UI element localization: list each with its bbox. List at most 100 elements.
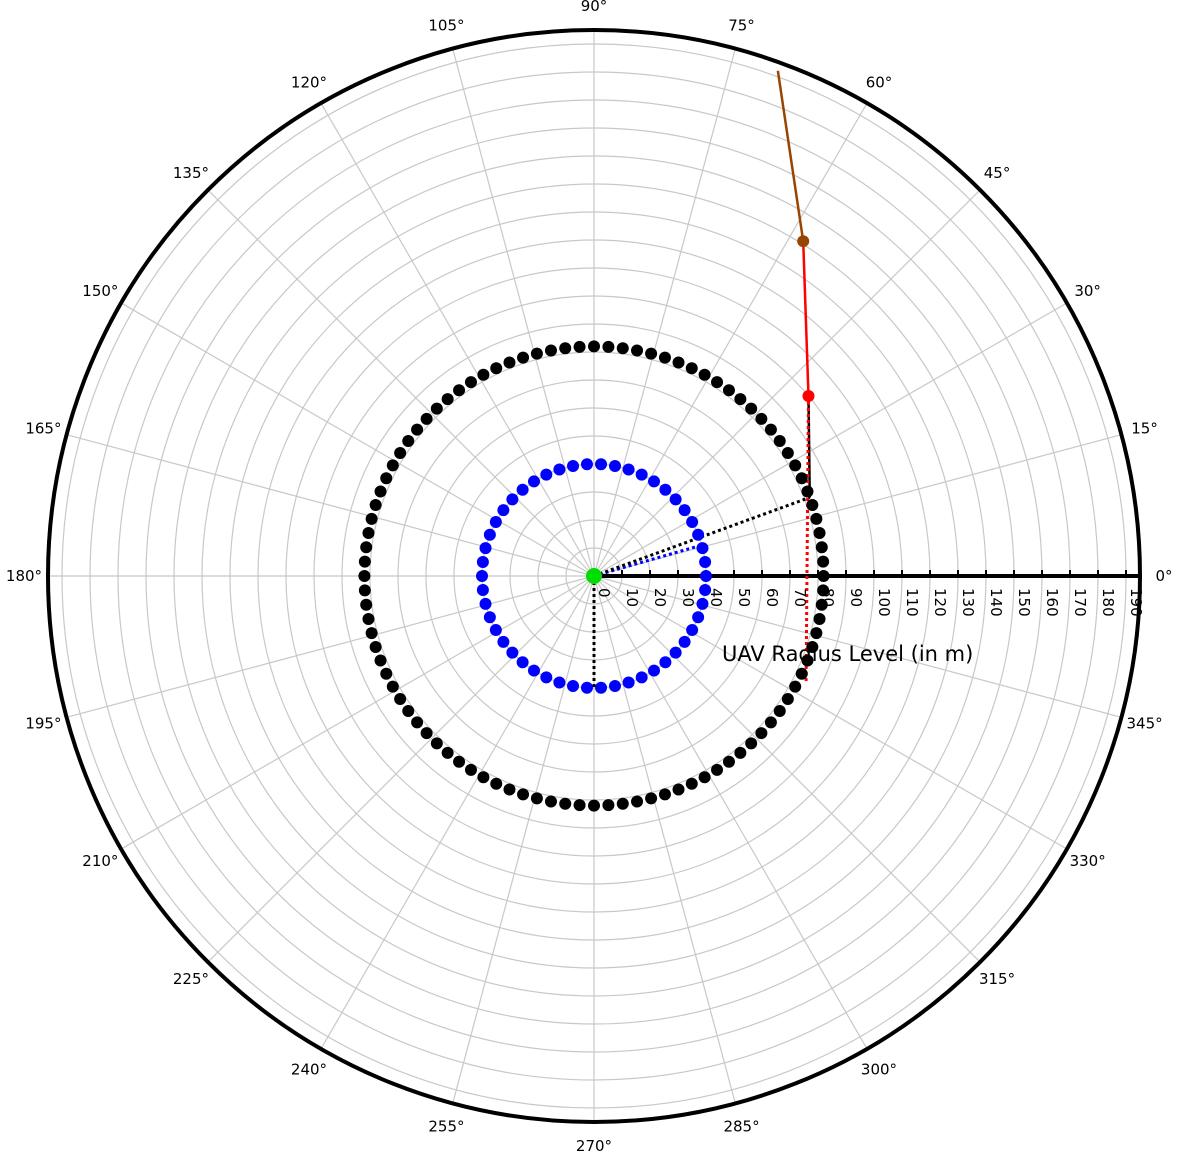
angle-tick-label: 150° (82, 282, 118, 300)
radius-tick-label: 40 (707, 588, 725, 607)
uav-point (698, 368, 711, 381)
uav-point (411, 423, 424, 436)
uav-point (464, 376, 477, 389)
uav-point (420, 727, 433, 740)
highlight-point (797, 235, 810, 248)
grid-spoke (593, 575, 1068, 850)
uav-point (559, 342, 572, 355)
uav-point (745, 402, 758, 415)
uav-point (595, 458, 608, 471)
uav-point (773, 704, 786, 717)
uav-point (711, 763, 724, 776)
uav-point (659, 656, 672, 669)
uav-point (648, 475, 661, 488)
uav-point (476, 555, 489, 568)
angle-tick-label: 180° (6, 567, 42, 585)
grid-spoke (593, 575, 1122, 718)
radius-tick-label: 160 (1043, 588, 1061, 617)
uav-point (540, 671, 553, 684)
uav-point (394, 446, 407, 459)
uav-point (358, 584, 371, 597)
grid-spoke (120, 575, 595, 850)
series-layer (358, 70, 830, 812)
uav-point (360, 541, 373, 554)
angle-tick-label: 135° (173, 164, 209, 182)
grid-spoke (593, 434, 1122, 577)
uav-point (631, 344, 644, 357)
uav-point (672, 356, 685, 369)
uav-point (369, 499, 382, 512)
grid-spoke (452, 575, 595, 1104)
uav-point (464, 763, 477, 776)
uav-point (530, 347, 543, 360)
uav-point (813, 613, 826, 626)
uav-point (672, 783, 685, 796)
uav-point (734, 393, 747, 406)
uav-point (810, 627, 823, 640)
grid-spoke (207, 189, 595, 577)
grid-spoke (593, 302, 1068, 577)
uav-point (817, 555, 830, 568)
uav-point (580, 458, 593, 471)
uav-point (755, 727, 768, 740)
uav-point (696, 542, 709, 555)
uav-point (358, 555, 371, 568)
grid-spoke (207, 575, 595, 963)
uav-point (490, 777, 503, 790)
uav-point (362, 613, 375, 626)
uav-point (402, 435, 415, 448)
uav-point (479, 597, 492, 610)
uav-point (658, 788, 671, 801)
uav-point (386, 459, 399, 472)
uav-point (678, 635, 691, 648)
radius-tick-label: 180 (1099, 588, 1117, 617)
uav-point (567, 680, 580, 693)
uav-point (527, 664, 540, 677)
label-layer: 0° 15° 30° 45° 60° 75° 90° 105° 120° 135° 150° 165°… (6, 0, 1173, 1155)
uav-point (380, 472, 393, 485)
uav-point (588, 340, 600, 353)
uav-point (616, 342, 629, 355)
uav-point (700, 570, 712, 582)
uav-point (362, 526, 375, 539)
uav-point (411, 716, 424, 729)
uav-point (497, 635, 510, 648)
uav-point (503, 783, 516, 796)
grid-spoke (66, 575, 595, 718)
angle-tick-label: 225° (173, 970, 209, 988)
uav-point (544, 344, 557, 357)
uav-point (781, 693, 794, 706)
radius-tick-label: 150 (1015, 588, 1033, 617)
uav-point (374, 654, 387, 667)
radius-tick-label: 60 (763, 588, 781, 607)
uav-point (685, 777, 698, 790)
uav-point (365, 512, 378, 525)
center-point (586, 568, 602, 584)
uav-point (573, 340, 586, 353)
uav-point (588, 799, 600, 812)
angle-tick-label: 105° (428, 16, 464, 34)
path-segment (804, 396, 810, 685)
radius-tick-label: 100 (875, 588, 893, 617)
uav-point (477, 368, 490, 381)
uav-point (817, 570, 830, 582)
angle-tick-label: 30° (1074, 282, 1101, 300)
radius-tick-label: 70 (791, 588, 809, 607)
uav-point (711, 376, 724, 389)
uav-point (544, 795, 557, 808)
radius-tick-label: 30 (679, 588, 697, 607)
uav-point (789, 459, 802, 472)
uav-point (745, 737, 758, 750)
grid-spoke (320, 575, 595, 1050)
radius-tick-label: 120 (931, 588, 949, 617)
uav-point (815, 541, 828, 554)
uav-point (567, 459, 580, 472)
uav-point (764, 716, 777, 729)
uav-point (516, 483, 529, 496)
angle-tick-label: 330° (1070, 852, 1106, 870)
uav-point (441, 746, 454, 759)
uav-point (441, 393, 454, 406)
angle-tick-label: 285° (723, 1118, 759, 1136)
uav-point (685, 362, 698, 375)
uav-point (497, 504, 510, 517)
